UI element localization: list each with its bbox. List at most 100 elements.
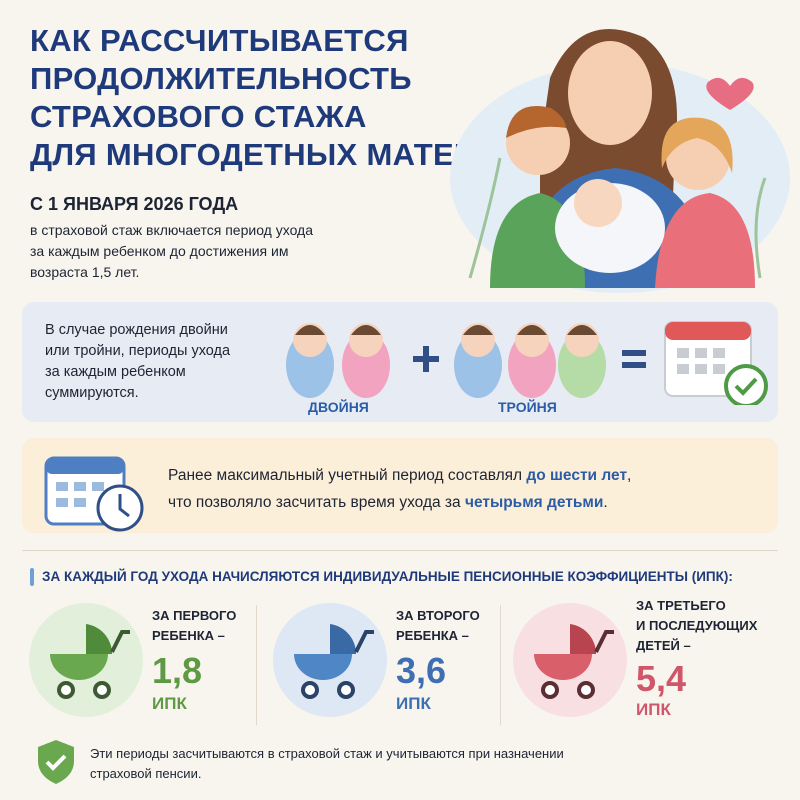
shape — [337, 681, 355, 699]
multiples-text: В случае рождения двойни или тройни, пер… — [45, 320, 230, 404]
boy-hair — [506, 106, 566, 138]
multiples-icons — [286, 321, 768, 405]
date-heading: С 1 ЯНВАРЯ 2026 ГОДА — [30, 194, 239, 214]
intro-line: в страховой стаж включается период ухода — [30, 222, 314, 238]
intro-line: возраста 1,5 лет. — [30, 264, 140, 280]
shape — [677, 348, 689, 358]
shape — [301, 681, 319, 699]
shape — [92, 482, 104, 491]
ipk-value: 3,6 — [396, 650, 447, 691]
shape — [38, 740, 74, 784]
divider — [22, 550, 778, 551]
intro: в страховой стаж включается период ухода… — [30, 220, 313, 283]
ipk-item: ЗА ТРЕТЬЕГО И ПОСЛЕДУЮЩИХ ДЕТЕЙ – 5,4 ИП… — [636, 596, 757, 720]
previous-text: Ранее максимальный учетный период состав… — [168, 462, 631, 516]
separator — [256, 605, 257, 725]
girl-body — [655, 193, 755, 288]
ipk-unit: ИПК — [396, 694, 431, 713]
shape — [463, 325, 493, 335]
girl-hair — [661, 117, 733, 173]
multiples-panel — [22, 302, 778, 422]
ipk-unit: ИПК — [152, 694, 187, 713]
equals-sign — [622, 350, 646, 368]
shape — [677, 348, 725, 374]
text-line: суммируются. — [45, 385, 139, 401]
ipk-item: ЗА ВТОРОГО РЕБЕНКА – 3,6 ИПК — [396, 606, 480, 714]
text-line: что позволяло засчитать время ухода за ч… — [168, 489, 631, 516]
mother-face — [568, 41, 652, 145]
shape — [295, 325, 325, 335]
shape — [567, 325, 597, 335]
shape — [713, 364, 725, 374]
baby-blue — [286, 323, 334, 398]
previous-panel — [22, 438, 778, 533]
shape — [93, 681, 111, 699]
shape — [110, 630, 130, 653]
shape — [86, 624, 113, 654]
shape — [74, 498, 86, 507]
ipk-unit: ИПК — [636, 700, 671, 719]
label-line: ЗА ВТОРОГО — [396, 608, 480, 623]
shape — [724, 364, 768, 405]
highlight: четырьмя детьми — [464, 494, 604, 511]
twins-label: ДВОЙНЯ — [308, 399, 369, 415]
stroller-pink — [513, 603, 627, 717]
shape — [294, 654, 352, 680]
text: . — [603, 494, 608, 511]
calendar-clock-icon — [44, 456, 144, 532]
shape — [354, 630, 374, 653]
stroller-blue — [273, 603, 387, 717]
highlight: до шести лет — [526, 467, 628, 484]
shape — [423, 346, 429, 372]
text-line: или тройни, периоды ухода — [45, 343, 231, 359]
shape — [56, 482, 68, 491]
label-line: РЕБЕНКА – — [152, 628, 225, 643]
title-line: КАК РАССЧИТЫВАЕТСЯ — [30, 23, 409, 58]
leaf — [754, 177, 767, 279]
shape — [57, 681, 75, 699]
title-line: СТРАХОВОГО СТАЖА — [30, 99, 367, 134]
shape — [50, 654, 108, 680]
triplets-label: ТРОЙНЯ — [498, 399, 557, 415]
ipk-heading: ЗА КАЖДЫЙ ГОД УХОДА НАЧИСЛЯЮТСЯ ИНДИВИДУ… — [42, 569, 733, 584]
shape — [541, 681, 559, 699]
baby-pink — [508, 323, 556, 398]
heading-bar — [30, 568, 34, 586]
label-line: ДЕТЕЙ – — [636, 638, 691, 653]
shape — [517, 325, 547, 335]
text-line: В случае рождения двойни — [45, 322, 228, 338]
heart — [706, 77, 754, 110]
text: что позволяло засчитать время ухода за — [168, 494, 465, 511]
footer-note: Эти периоды засчитываются в страховой ст… — [90, 744, 564, 784]
stroller-green — [29, 603, 143, 717]
baby-green — [558, 323, 606, 398]
calendar-check — [664, 321, 768, 405]
family-illustration — [450, 29, 790, 293]
label-line: ЗА ПЕРВОГО — [152, 608, 237, 623]
shape — [677, 364, 689, 374]
leaf — [468, 157, 502, 279]
text: , — [627, 467, 632, 484]
baby-pink — [342, 323, 390, 398]
shield-icon — [38, 740, 74, 784]
footer-line: страховой пенсии. — [90, 766, 202, 781]
shape — [622, 362, 646, 368]
shape — [577, 681, 595, 699]
separator — [500, 605, 501, 725]
intro-line: за каждым ребенком до достижения им — [30, 243, 289, 259]
shape — [118, 494, 130, 518]
label-line: ЗА ТРЕТЬЕГО — [636, 598, 726, 613]
shape — [695, 348, 707, 358]
footer-line: Эти периоды засчитываются в страховой ст… — [90, 746, 564, 761]
text-line: за каждым ребенком — [45, 364, 186, 380]
text: Ранее максимальный учетный период состав… — [168, 467, 527, 484]
shape — [734, 377, 758, 396]
ipk-item: ЗА ПЕРВОГО РЕБЕНКА – 1,8 ИПК — [152, 606, 236, 714]
shape — [330, 624, 357, 654]
shape — [622, 350, 646, 356]
shape — [713, 348, 725, 358]
plus-sign — [413, 346, 439, 372]
title-line: ПРОДОЛЖИТЕЛЬНОСТЬ — [30, 61, 412, 96]
shape — [56, 498, 68, 507]
